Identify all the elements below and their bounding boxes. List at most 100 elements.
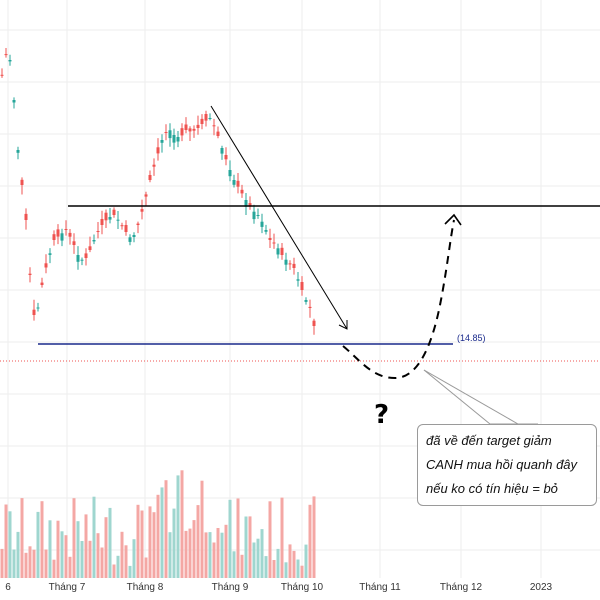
note-callout: đã về đến target giảm CANH mua hồi quanh… [417,424,597,506]
volume-bar [12,549,16,578]
volume-bar [32,549,36,578]
candle-body [56,229,60,237]
candle-body [168,130,172,139]
volume-bar [176,475,180,578]
candle-body [68,232,72,237]
x-tick-label: Tháng 10 [281,582,324,593]
candle-body [248,203,252,207]
volume-bar [112,564,116,578]
volume-bar [148,506,152,578]
candle-body [148,175,152,180]
volume-bar [212,542,216,578]
volume-bar [52,559,56,578]
volume-bar [220,532,224,578]
volume-bar [312,496,316,578]
projection-path [342,219,455,380]
candle-body [232,180,236,185]
volume-bar [188,528,192,578]
volume-bar [292,550,296,578]
candle-body [44,263,48,268]
candle-body [92,240,96,242]
candle-body [124,225,128,232]
candle-body [164,132,168,133]
volume-bar [124,545,128,578]
volume-bar [80,541,84,578]
volume-bar [8,511,12,578]
candle-body [240,189,244,194]
note-line-1: đã về đến target giảm [426,433,552,448]
volume-bar [260,529,264,578]
volume-bar [128,565,132,578]
volume-bar [252,542,256,578]
volume-bar [120,531,124,578]
volume-bar [96,533,100,578]
candle-body [176,137,180,142]
volume-bar [172,508,176,578]
candle-body [152,164,156,167]
candle-body [108,217,112,220]
candle-body [308,306,312,308]
volume-bar [224,524,228,578]
candle-body [188,128,192,132]
callout-pointer [423,369,538,425]
volume-bar [108,507,112,578]
candle-body [84,253,88,258]
candle-body [312,320,316,326]
volume-bar [84,514,88,578]
volume-bar [268,501,272,578]
candle-body [288,263,292,265]
volume-bar [272,560,276,578]
x-tick-label: Tháng 11 [359,582,401,593]
volume-bar [104,517,108,578]
trend-arrow-head [338,320,348,330]
volume-bar [228,499,232,578]
candle-body [272,242,276,244]
volume-bar [300,565,304,578]
volume-bar [136,504,140,578]
volume-bar [72,498,76,578]
candle-body [24,213,28,220]
volume-bar [204,532,208,578]
volume-bar [140,510,144,578]
volume-bar [144,557,148,578]
candle-body [28,273,32,275]
candle-body [260,221,264,227]
candle-body [296,279,300,281]
candle-body [212,125,216,127]
volume-bar [92,496,96,578]
volume-bar [116,555,120,578]
volume-bar [164,480,168,578]
candle-body [192,128,196,131]
candle-body [12,100,16,103]
volume-bar [44,549,48,578]
x-tick-label: Tháng 7 [49,582,86,593]
volume-bar [276,548,280,578]
candle-body [48,253,52,255]
candle-body [80,259,84,261]
candle-body [40,282,44,285]
volume-bar [264,556,268,578]
candle-body [236,180,240,187]
volume-bar [240,554,244,578]
candle-body [16,150,20,153]
candle-body [284,259,288,265]
volume-bar [288,544,292,578]
volume-bar [208,532,212,578]
candle-body [252,211,256,220]
volume-bar [152,512,156,578]
volume-bar [284,562,288,578]
candle-body [116,219,120,221]
volume-bar [180,470,184,578]
candle-body [88,246,92,250]
volume-bars [0,470,316,578]
volume-bar [60,531,64,578]
candle-body [200,118,204,124]
volume-bar [16,531,20,578]
volume-bar [0,548,4,578]
candle-body [140,209,144,212]
volume-bar [28,546,32,578]
candle-body [100,219,104,225]
volume-bar [236,498,240,578]
volume-bar [308,504,312,578]
